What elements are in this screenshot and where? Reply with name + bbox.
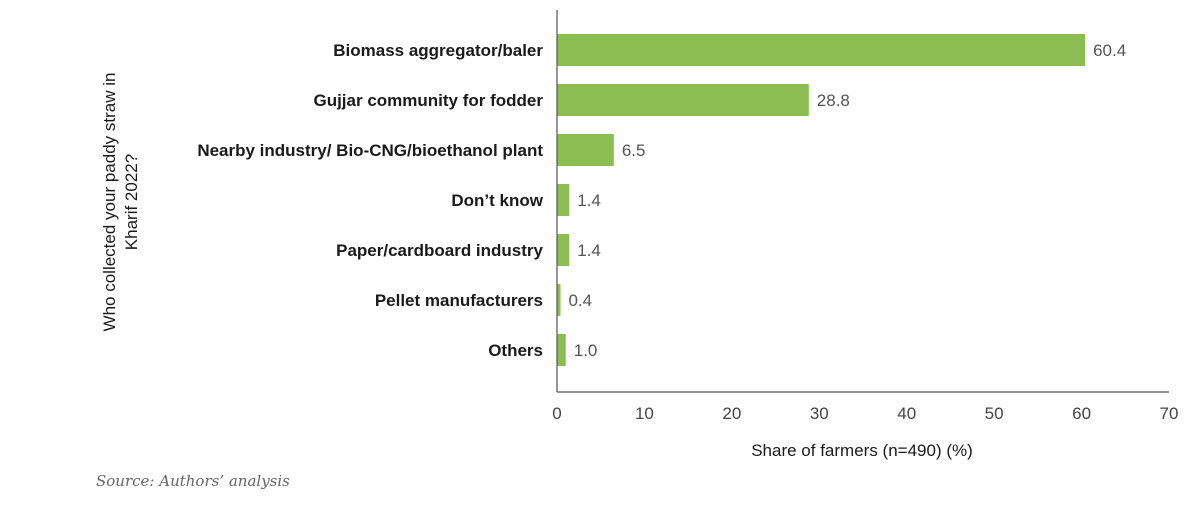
data-label: 1.4 — [577, 191, 601, 210]
x-tick-label: 60 — [1072, 404, 1091, 423]
y-axis-title: Who collected your paddy straw in Kharif … — [100, 73, 141, 332]
category-label: Nearby industry/ Bio-CNG/bioethanol plan… — [197, 141, 543, 160]
source-note: Source: Authors’ analysis — [96, 472, 290, 490]
x-tick-label: 50 — [985, 404, 1004, 423]
x-tick-label: 20 — [722, 404, 741, 423]
category-label: Pellet manufacturers — [375, 291, 543, 310]
bar — [557, 334, 566, 366]
data-label: 0.4 — [568, 291, 592, 310]
bar — [557, 184, 570, 216]
category-label: Gujjar community for fodder — [313, 91, 543, 110]
bar — [557, 134, 614, 166]
data-label: 6.5 — [622, 141, 646, 160]
y-axis-title-line: Kharif 2022? — [122, 154, 141, 250]
bars — [557, 34, 1086, 366]
axes — [556, 10, 1169, 393]
category-label: Don’t know — [451, 191, 543, 210]
category-label: Biomass aggregator/baler — [333, 41, 543, 60]
bar — [557, 284, 561, 316]
category-labels: Biomass aggregator/baler Gujjar community… — [197, 41, 543, 360]
data-label: 1.4 — [577, 241, 601, 260]
x-axis-title: Share of farmers (n=490) (%) — [751, 441, 973, 460]
x-tick-label: 30 — [810, 404, 829, 423]
bar — [557, 84, 809, 116]
value-labels: 60.4 28.8 6.5 1.4 1.4 0.4 1.0 — [568, 41, 1126, 360]
bar — [557, 234, 570, 266]
y-axis-title-line: Who collected your paddy straw in — [100, 73, 119, 332]
data-label: 1.0 — [574, 341, 598, 360]
bar — [557, 34, 1086, 66]
data-label: 60.4 — [1093, 41, 1126, 60]
x-tick-label: 70 — [1160, 404, 1179, 423]
x-tick-label: 0 — [552, 404, 561, 423]
x-tick-label: 40 — [897, 404, 916, 423]
category-label: Others — [488, 341, 543, 360]
x-tick-labels: 0 10 20 30 40 50 60 70 — [552, 404, 1178, 423]
category-label: Paper/cardboard industry — [336, 241, 543, 260]
x-tick-label: 10 — [635, 404, 654, 423]
data-label: 28.8 — [817, 91, 850, 110]
